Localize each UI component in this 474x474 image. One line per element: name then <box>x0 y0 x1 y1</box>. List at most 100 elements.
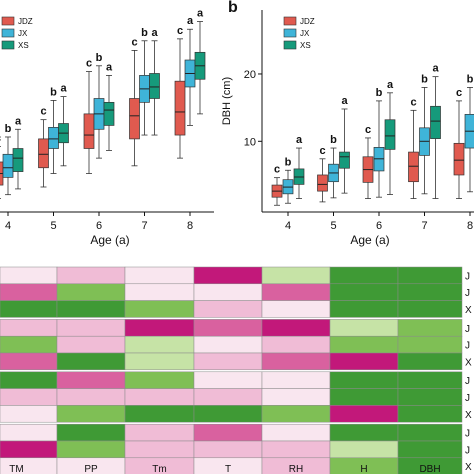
heatmap-cell <box>124 335 195 354</box>
heatmap-cell <box>261 352 331 371</box>
heatmap-cell <box>193 405 263 423</box>
heatmap-cell <box>261 388 331 406</box>
panel-b-tag: b <box>228 0 238 16</box>
heatmap-cell <box>56 335 126 354</box>
heatmap-cell <box>397 457 463 474</box>
heatmap-cell <box>124 440 195 459</box>
panel-b-significance-letter: a <box>387 79 394 91</box>
panel-a-legend-label: JX <box>18 29 28 38</box>
heatmap-cell <box>329 352 399 371</box>
heatmap-cell <box>0 283 58 301</box>
panel-a-legend-swatch-jdz <box>1 16 15 26</box>
heatmap-cell <box>56 319 126 337</box>
heatmap-cell <box>56 371 126 389</box>
panel-b-legend-label: XS <box>300 41 311 50</box>
heatmap-cell <box>397 319 463 337</box>
heatmap-cell <box>193 300 263 318</box>
heatmap-cell <box>193 266 263 285</box>
heatmap-cell <box>124 283 195 301</box>
panel-b-significance-letter: b <box>467 73 474 85</box>
heatmap-cell <box>0 266 58 285</box>
heatmap-cell <box>0 335 58 354</box>
heatmap-cell <box>261 371 331 389</box>
heatmap-cell <box>397 423 463 442</box>
heatmap-cell <box>0 300 58 318</box>
panel-b-significance-letter: a <box>432 63 439 75</box>
panel-b-significance-letter: a <box>296 134 303 146</box>
panel-b-y-axis-label: DBH (cm) <box>221 77 233 125</box>
panel-b-significance-letter: c <box>456 87 462 99</box>
heatmap-cell <box>397 300 463 318</box>
heatmap-cell <box>0 423 58 442</box>
heatmap-cell <box>193 283 263 301</box>
heatmap-row-label: J <box>465 429 470 440</box>
heatmap-cell <box>329 371 399 389</box>
heatmap-cell <box>397 335 463 354</box>
heatmap-cell <box>261 283 331 301</box>
heatmap-row-label: J <box>465 288 470 299</box>
heatmap-row-label: J <box>465 445 470 456</box>
panel-a-significance-letter: a <box>106 61 113 73</box>
heatmap-cell <box>397 405 463 423</box>
heatmap-cell <box>124 423 195 442</box>
panel-b-legend-swatch-jx <box>283 28 297 38</box>
heatmap-cell <box>329 335 399 354</box>
panel-b-x-tick-label: 4 <box>285 220 291 232</box>
heatmap-row-label: X <box>465 410 472 421</box>
heatmap-row-label: X <box>465 462 472 473</box>
heatmap-column-label: PP <box>84 464 98 474</box>
panel-b-significance-letter: c <box>410 96 416 108</box>
heatmap-cell <box>124 352 195 371</box>
heatmap-cell <box>261 423 331 442</box>
heatmap-cell <box>329 300 399 318</box>
panel-b-box-jdz <box>408 151 419 183</box>
panel-a-significance-letter: a <box>15 115 22 127</box>
panel-a-box-jx <box>2 153 14 178</box>
heatmap-cell <box>261 319 331 337</box>
heatmap-cell <box>329 388 399 406</box>
panel-b-significance-letter: a <box>341 95 348 107</box>
heatmap-cell <box>329 440 399 459</box>
panel-b-significance-letter: c <box>365 124 371 136</box>
panel-a-x-tick-label: 8 <box>187 220 193 232</box>
panel-a-significance-letter: a <box>197 8 204 20</box>
heatmap-cell <box>0 352 58 371</box>
heatmap-column-label: H <box>360 464 367 474</box>
panel-a-significance-letter: c <box>177 25 183 37</box>
panel-a-box-jdz <box>129 98 140 140</box>
panel-a-box-xs <box>103 101 115 126</box>
heatmap-column-label: DBH <box>419 464 440 474</box>
heatmap-cell <box>56 405 126 423</box>
panel-a-legend-label: XS <box>18 41 29 50</box>
heatmap-cell <box>193 335 263 354</box>
panel-a-x-tick-label: 4 <box>5 220 11 232</box>
heatmap-column-label: T <box>225 464 231 474</box>
panel-a-x-tick-label: 6 <box>96 220 102 232</box>
heatmap-cell <box>329 319 399 337</box>
heatmap-cell <box>124 300 195 318</box>
panel-b-x-tick-label: 5 <box>330 220 336 232</box>
panel-b-legend-swatch-jdz <box>283 16 297 26</box>
heatmap-row-label: J <box>465 393 470 404</box>
heatmap-row-label: X <box>465 305 472 316</box>
panel-b-x-tick-label: 6 <box>376 220 382 232</box>
heatmap-cell <box>261 440 331 459</box>
heatmap-cell <box>261 335 331 354</box>
panel-a-legend-swatch-jx <box>1 28 15 38</box>
heatmap-column-label: TM <box>9 464 23 474</box>
heatmap-cell <box>56 300 126 318</box>
panel-b-significance-letter: c <box>319 145 325 157</box>
heatmap-cell <box>0 405 58 423</box>
panel-a-box-jdz <box>83 113 95 149</box>
panel-b-box-xs <box>339 151 350 169</box>
panel-a-significance-letter: a <box>60 83 67 95</box>
panel-a-significance-letter: b <box>50 86 57 98</box>
heatmap-row-label: J <box>465 324 470 335</box>
panel-a-x-axis-label: Age (a) <box>90 233 129 247</box>
panel-a-significance-letter: b <box>96 52 103 64</box>
heatmap-cell <box>124 319 195 337</box>
heatmap-cell <box>0 440 58 459</box>
panel-a-significance-letter: c <box>86 58 92 70</box>
heatmap-cell <box>193 388 263 406</box>
